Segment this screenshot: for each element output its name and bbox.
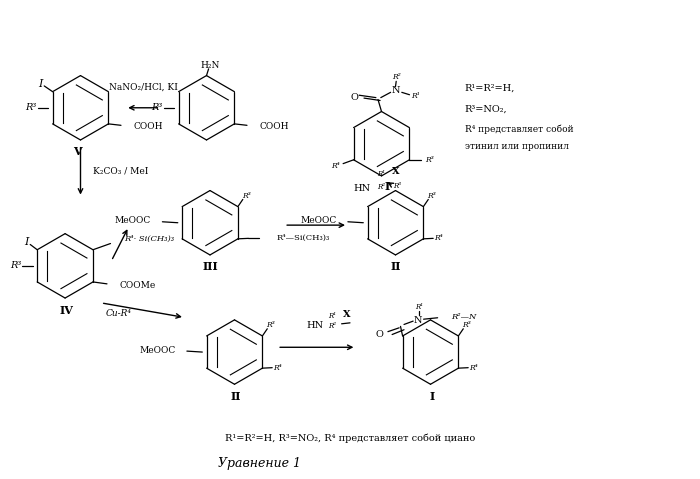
Text: IV: IV [60, 305, 74, 316]
Text: HN: HN [354, 183, 370, 193]
Text: II: II [390, 262, 400, 273]
Text: R³=NO₂,: R³=NO₂, [465, 104, 508, 113]
Text: X: X [343, 310, 350, 319]
Text: Cu-R⁴: Cu-R⁴ [106, 309, 132, 318]
Text: O: O [351, 92, 359, 102]
Text: COOMe: COOMe [120, 281, 156, 290]
Text: K₂CO₃ / MeI: K₂CO₃ / MeI [93, 167, 148, 176]
Text: V: V [73, 147, 81, 158]
Text: H₂N: H₂N [200, 60, 220, 69]
Text: R⁴: R⁴ [331, 161, 340, 170]
Text: R³: R³ [463, 321, 471, 330]
Text: R¹: R¹ [414, 303, 423, 311]
Text: R³: R³ [242, 192, 251, 200]
Text: R⁴—Si(CH₃)₃: R⁴—Si(CH₃)₃ [276, 233, 330, 241]
Text: R²: R² [328, 322, 337, 330]
Text: I: I [38, 79, 42, 89]
Text: I: I [384, 181, 390, 192]
Text: COOH: COOH [260, 122, 289, 131]
Text: R¹=R²=H, R³=NO₂, R⁴ представляет собой циано: R¹=R²=H, R³=NO₂, R⁴ представляет собой ц… [225, 433, 475, 443]
Text: R¹: R¹ [328, 312, 337, 320]
Text: O: O [376, 330, 384, 339]
Text: MeOOC: MeOOC [300, 216, 337, 225]
Text: II: II [231, 391, 241, 402]
Text: R³: R³ [425, 156, 433, 164]
Text: R⁴: R⁴ [435, 234, 443, 242]
Text: R⁴: R⁴ [274, 364, 282, 372]
Text: COOH: COOH [134, 122, 163, 131]
Text: R⁴: R⁴ [470, 364, 478, 372]
Text: R²: R² [377, 183, 386, 191]
Text: HN: HN [307, 321, 323, 330]
Text: NaNO₂/HCl, KI: NaNO₂/HCl, KI [109, 83, 178, 92]
Text: X: X [392, 167, 399, 176]
Text: MeOOC: MeOOC [139, 346, 176, 355]
Text: R³: R³ [10, 262, 21, 270]
Text: R³: R³ [393, 182, 401, 190]
Text: N: N [414, 316, 422, 325]
Text: R³: R³ [267, 321, 275, 330]
Text: III: III [202, 262, 218, 273]
Text: I: I [429, 391, 435, 402]
Text: R¹: R¹ [377, 170, 386, 178]
Text: Уравнение 1: Уравнение 1 [218, 456, 300, 470]
Text: R⁴ представляет собой: R⁴ представляет собой [465, 124, 573, 134]
Text: R³: R³ [428, 192, 436, 200]
Text: N: N [391, 86, 400, 95]
Text: R³: R³ [25, 103, 36, 112]
Text: этинил или пропинил: этинил или пропинил [465, 142, 568, 150]
Text: R¹: R¹ [411, 92, 419, 100]
Text: R⁴· Si(CH₃)₃: R⁴· Si(CH₃)₃ [125, 235, 174, 243]
Text: R³: R³ [151, 103, 162, 112]
Text: R²: R² [393, 73, 401, 81]
Text: R²—N: R²—N [452, 313, 477, 321]
Text: R¹=R²=H,: R¹=R²=H, [465, 84, 515, 93]
Text: I: I [24, 237, 28, 247]
Text: MeOOC: MeOOC [115, 216, 151, 225]
